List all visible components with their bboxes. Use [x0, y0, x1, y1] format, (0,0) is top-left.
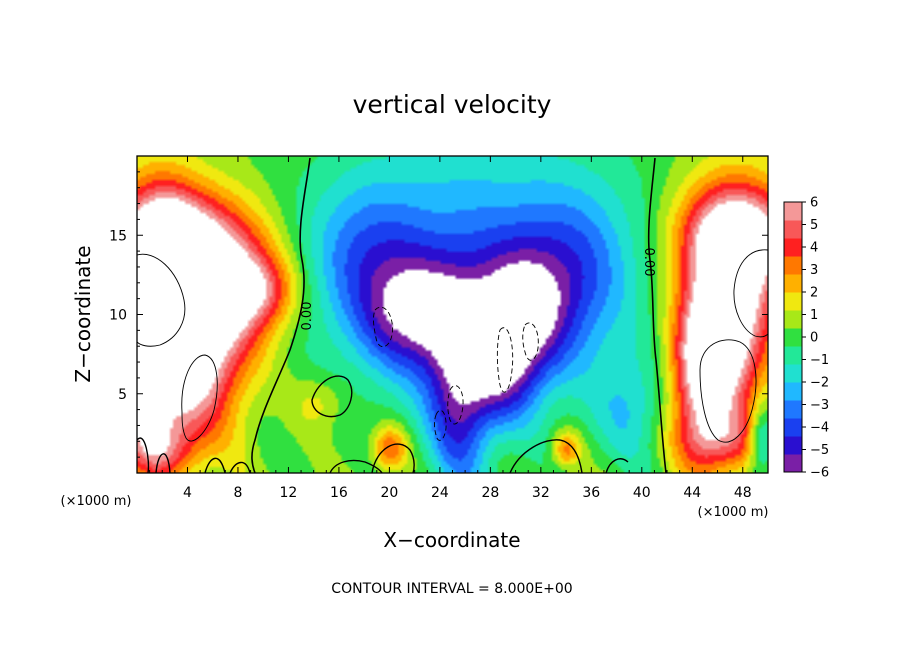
colorbar-segment	[784, 220, 802, 239]
x-tick-label: 32	[532, 485, 550, 501]
x-tick-label: 44	[683, 485, 701, 501]
zero-contour-blob	[311, 375, 353, 418]
colorbar-tick-label: −3	[810, 398, 829, 413]
x-axis: 4 8 12 16 20 24 28 32 36 40 44 48	[149, 156, 756, 501]
colorbar-tick-label: 1	[810, 308, 818, 323]
colorbar-tick-label: −4	[810, 421, 829, 436]
negative-contour-4	[496, 327, 514, 393]
colorbar-segment	[784, 364, 802, 383]
colorbar-tick-label: −5	[810, 443, 829, 458]
positive-contour-right-upper	[733, 249, 768, 338]
y-axis: 5 10 15	[109, 171, 768, 458]
zero-contour-bottom-5	[137, 437, 251, 473]
x-unit-label-right: (×1000 m)	[698, 505, 769, 520]
x-tick-label: 48	[734, 485, 752, 501]
colorbar-segment	[784, 454, 802, 473]
contour-label-left: 0.00	[300, 302, 315, 331]
velocity-field	[137, 156, 768, 473]
colorbar-segment	[784, 328, 802, 347]
contour-labels: 0.00 0.00	[300, 248, 656, 331]
x-tick-label: 16	[330, 485, 348, 501]
negative-contour-2	[522, 322, 539, 361]
contour-lines	[137, 157, 768, 473]
zero-contour-bottom-4	[605, 458, 629, 473]
colorbar-segment	[784, 310, 802, 329]
colorbar-segment	[784, 346, 802, 365]
colorbar-segment	[784, 256, 802, 275]
colorbar-segment	[784, 382, 802, 401]
chart-title: vertical velocity	[353, 90, 552, 119]
colorbar-segment	[784, 436, 802, 455]
colorbar-tick-label: 2	[810, 286, 818, 301]
contour-interval-note: CONTOUR INTERVAL = 8.000E+00	[331, 581, 572, 597]
positive-contour-left-upper	[137, 253, 186, 347]
x-tick-label: 8	[233, 485, 242, 501]
colorbar-tick-label: −6	[810, 466, 829, 481]
x-tick-label: 28	[481, 485, 499, 501]
colorbar-tick-label: 4	[810, 241, 818, 256]
colorbar: 6 5 4 3 2 1 0 −1 −2 −3 −4 −5 −6	[783, 196, 829, 481]
colorbar-tick-label: 6	[810, 196, 818, 211]
x-tick-label: 40	[633, 485, 651, 501]
x-tick-label: 12	[280, 485, 298, 501]
colorbar-segment	[784, 202, 802, 221]
zero-contour-bottom-2	[371, 443, 415, 473]
contour-label-right: 0.00	[641, 248, 656, 277]
y-axis-title: Z−coordinate	[71, 245, 95, 382]
colorbar-segment	[784, 292, 802, 311]
x-tick-label: 36	[582, 485, 600, 501]
zero-contour-right	[647, 157, 667, 473]
colorbar-segment	[784, 274, 802, 293]
negative-contour-5	[434, 410, 447, 441]
colorbar-tick-label: 3	[810, 263, 818, 278]
positive-contour-right-lower	[699, 339, 757, 443]
colorbar-tick-label: −1	[810, 353, 829, 368]
negative-contour-3	[447, 385, 464, 425]
x-tick-label: 24	[431, 485, 449, 501]
positive-contour-left-lower	[181, 354, 218, 442]
colorbar-tick-label: 5	[810, 218, 818, 233]
y-tick-label: 5	[118, 387, 127, 403]
x-tick-label: 20	[380, 485, 398, 501]
zero-contour-bottom-3	[509, 439, 583, 473]
x-unit-label-left: (×1000 m)	[61, 494, 132, 509]
x-tick-label: 4	[183, 485, 192, 501]
colorbar-segment	[784, 238, 802, 257]
colorbar-tick-label: 0	[810, 331, 818, 346]
y-tick-label: 15	[109, 228, 127, 244]
colorbar-segment	[784, 400, 802, 419]
y-tick-label: 10	[109, 308, 127, 324]
zero-contour-left	[251, 157, 311, 473]
negative-contour-1	[373, 306, 393, 348]
x-axis-title: X−coordinate	[383, 528, 520, 552]
colorbar-segment	[784, 418, 802, 437]
zero-contour-bottom-1	[329, 459, 383, 473]
colorbar-tick-label: −2	[810, 376, 829, 391]
